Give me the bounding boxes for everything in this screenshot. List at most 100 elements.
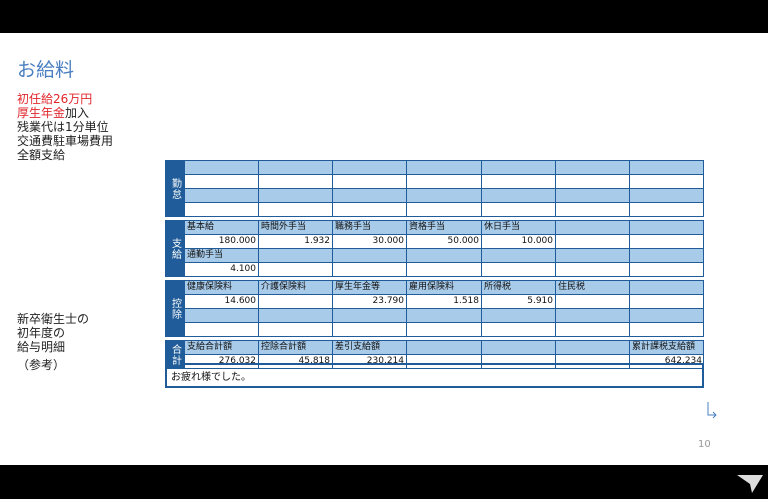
table-cell <box>258 175 332 189</box>
table-cell <box>555 189 629 203</box>
table-cell <box>555 203 629 217</box>
table-cell <box>629 221 704 235</box>
section-label: 支給 <box>166 221 184 276</box>
payslip-table: お疲れ様でした。 勤怠 支給 基本給 時間外手当 職務手当 資格手当 休日手当 180.000… <box>165 160 705 389</box>
table-cell <box>406 309 481 323</box>
table-cell <box>332 323 406 337</box>
table-cell <box>555 323 629 337</box>
table-row <box>184 203 704 217</box>
table-cell: 30.000 <box>332 235 406 249</box>
section-label: 控除 <box>166 281 184 336</box>
table-cell <box>258 295 332 309</box>
table-cell: 4.100 <box>184 263 258 277</box>
table-cell: 45.818 <box>258 355 332 369</box>
table-cell <box>555 355 629 369</box>
table-cell <box>258 189 332 203</box>
table-cell: 控除合計額 <box>258 341 332 355</box>
table-cell <box>481 249 555 263</box>
table-cell <box>406 161 481 175</box>
message: お疲れ様でした。 <box>165 363 704 388</box>
table-cell <box>555 221 629 235</box>
table-cell: 50.000 <box>406 235 481 249</box>
table-cell: 雇用保険料 <box>406 281 481 295</box>
page-number: 10 <box>698 439 711 450</box>
table-cell <box>629 249 704 263</box>
table-cell <box>332 189 406 203</box>
table-cell: 23.790 <box>332 295 406 309</box>
table-cell <box>258 203 332 217</box>
table-cell <box>406 203 481 217</box>
table-section: 控除 健康保険料 介護保険料 厚生年金等 雇用保険料 所得税 住民税 14.600 23.790… <box>165 280 704 337</box>
table-cell <box>184 175 258 189</box>
table-cell: 厚生年金等 <box>332 281 406 295</box>
table-cell <box>555 263 629 277</box>
table-cell <box>629 235 704 249</box>
table-row <box>184 161 704 175</box>
return-mark <box>707 402 717 419</box>
table-cell <box>406 355 481 369</box>
table-cell <box>555 235 629 249</box>
table-cell <box>481 203 555 217</box>
table-cell: 通勤手当 <box>184 249 258 263</box>
table-cell <box>481 323 555 337</box>
table-cell <box>555 295 629 309</box>
table-cell <box>406 249 481 263</box>
table-cell: 642.234 <box>629 355 704 369</box>
table-cell <box>629 295 704 309</box>
table-cell <box>555 175 629 189</box>
table-cell <box>555 161 629 175</box>
table-row: 通勤手当 <box>184 249 704 263</box>
table-cell: 時間外手当 <box>258 221 332 235</box>
table-cell <box>184 309 258 323</box>
table-cell <box>629 281 704 295</box>
caption: （参考） <box>17 358 66 372</box>
note: 初任給26万円 <box>17 92 93 106</box>
table-cell <box>629 263 704 277</box>
table-cell: 資格手当 <box>406 221 481 235</box>
table-row <box>184 323 704 337</box>
table-cell: 基本給 <box>184 221 258 235</box>
logo <box>737 475 763 493</box>
table-cell <box>629 309 704 323</box>
table-cell <box>258 161 332 175</box>
table-cell <box>332 249 406 263</box>
table-cell: 14.600 <box>184 295 258 309</box>
table-row: 14.600 23.790 1.518 5.910 <box>184 295 704 309</box>
note-text: 加入 <box>65 106 90 120</box>
table-row: 健康保険料 介護保険料 厚生年金等 雇用保険料 所得税 住民税 <box>184 281 704 295</box>
table-cell: 休日手当 <box>481 221 555 235</box>
table-row: 4.100 <box>184 263 704 277</box>
table-cell: 差引支給額 <box>332 341 406 355</box>
note: 交通費駐車場費用 <box>17 134 114 148</box>
table-cell <box>332 175 406 189</box>
table-cell <box>629 323 704 337</box>
table-cell: 累計課税支給額 <box>629 341 704 355</box>
table-cell: 5.910 <box>481 295 555 309</box>
table-cell <box>629 175 704 189</box>
table-cell <box>481 161 555 175</box>
table-row <box>184 309 704 323</box>
table-cell <box>258 249 332 263</box>
caption: 新卒衛生士の <box>17 312 90 326</box>
table-cell <box>406 189 481 203</box>
table-cell <box>481 189 555 203</box>
table-cell: 健康保険料 <box>184 281 258 295</box>
table-cell <box>481 355 555 369</box>
table-cell <box>629 189 704 203</box>
table-cell <box>406 341 481 355</box>
table-cell <box>555 309 629 323</box>
table-cell <box>555 249 629 263</box>
table-cell <box>258 309 332 323</box>
section-label: 勤怠 <box>166 161 184 216</box>
table-cell: 230.214 <box>332 355 406 369</box>
slide-title: お給料 <box>17 59 75 81</box>
table-cell: 所得税 <box>481 281 555 295</box>
table-cell <box>406 263 481 277</box>
table-cell <box>332 263 406 277</box>
table-row: 支給合計額 控除合計額 差引支給額 累計課税支給額 <box>184 341 704 355</box>
table-cell <box>332 203 406 217</box>
caption: 給与明細 <box>17 340 66 354</box>
table-cell <box>406 175 481 189</box>
table-cell: 10.000 <box>481 235 555 249</box>
table-cell: 介護保険料 <box>258 281 332 295</box>
